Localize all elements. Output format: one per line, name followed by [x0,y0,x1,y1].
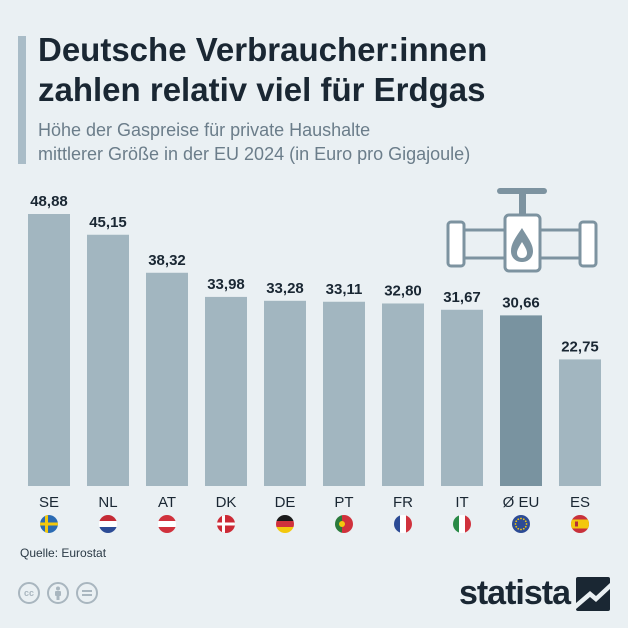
flag-icon [99,515,117,533]
category-label: NL [98,494,117,511]
value-label: 33,28 [266,280,304,297]
flag-icon [158,515,176,533]
value-label: 30,66 [502,294,540,311]
gas-pipe-icon [446,188,598,273]
title-line-2: zahlen relativ viel für Erdgas [38,71,486,108]
flag-icon [394,515,412,533]
flag-icon [453,515,471,533]
license-icons: cc [18,582,98,604]
bar-eu[interactable] [500,315,542,486]
no-derivatives-icon[interactable] [76,582,98,604]
flag-icon [571,515,589,533]
value-label: 48,88 [30,193,68,210]
value-label: 38,32 [148,252,186,269]
flag-icon [512,515,530,533]
category-label: ES [570,494,590,511]
value-label: 32,80 [384,282,422,299]
chart-subtitle: Höhe der Gaspreise für private Haushalte… [38,118,613,166]
statista-logo-mark-icon [576,576,610,611]
flag-icon [40,515,58,533]
category-label: Ø EU [503,494,540,511]
category-label: IT [455,494,468,511]
flag-icon [335,515,353,533]
bar-pt[interactable] [323,301,365,486]
title-line-1: Deutsche Verbraucher:innen [38,31,488,68]
bar-it[interactable] [441,309,483,486]
category-label: FR [393,494,413,511]
bar-es[interactable] [559,359,601,486]
bar-fr[interactable] [382,303,424,486]
flag-icon [217,515,235,533]
value-label: 22,75 [561,338,599,355]
title-accent-bar [18,36,26,164]
category-label: PT [334,494,353,511]
statista-logo[interactable]: statista [459,574,610,613]
cc-icon[interactable]: cc [18,582,40,604]
value-label: 33,98 [207,276,245,293]
brand-name: statista [458,574,571,612]
flag-icon [276,515,294,533]
bar-de[interactable] [264,300,306,486]
subtitle-line-1: Höhe der Gaspreise für private Haushalte [38,120,371,140]
bar-dk[interactable] [205,296,247,486]
source-note: Quelle: Eurostat [20,546,107,560]
attribution-icon[interactable] [47,582,69,604]
bar-nl[interactable] [87,234,129,486]
category-label: DK [216,494,237,511]
bar-se[interactable] [28,214,70,486]
subtitle-line-2: mittlerer Größe in der EU 2024 (in Euro … [38,144,471,164]
category-label: SE [39,494,59,511]
category-label: DE [275,494,296,511]
bar-at[interactable] [146,272,188,486]
value-label: 33,11 [326,281,363,298]
category-label: AT [158,494,176,511]
value-label: 45,15 [89,214,127,231]
value-label: 31,67 [443,289,481,306]
chart-title: Deutsche Verbraucher:innen zahlen relati… [38,30,613,110]
